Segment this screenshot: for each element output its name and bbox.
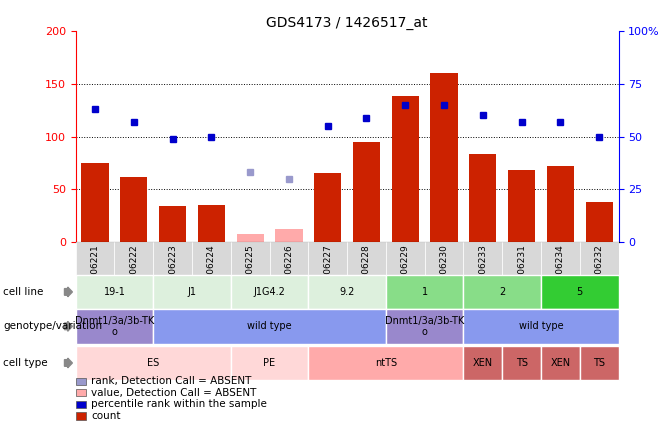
- Text: wild type: wild type: [247, 321, 292, 331]
- Text: ES: ES: [147, 358, 159, 368]
- Text: cell line: cell line: [3, 287, 43, 297]
- Text: rank, Detection Call = ABSENT: rank, Detection Call = ABSENT: [91, 377, 252, 386]
- Bar: [76, 242, 114, 311]
- Text: GSM506222: GSM506222: [130, 244, 138, 299]
- Text: GSM506229: GSM506229: [401, 244, 410, 299]
- Text: GSM506232: GSM506232: [595, 244, 603, 299]
- Bar: [508, 170, 535, 242]
- Bar: [469, 155, 496, 242]
- Text: GSM506230: GSM506230: [440, 244, 449, 299]
- Text: GSM506226: GSM506226: [284, 244, 293, 299]
- Text: GSM506224: GSM506224: [207, 244, 216, 299]
- Text: value, Detection Call = ABSENT: value, Detection Call = ABSENT: [91, 388, 257, 398]
- Text: count: count: [91, 411, 121, 421]
- Bar: [424, 242, 463, 311]
- Bar: [192, 242, 231, 311]
- Text: GSM506227: GSM506227: [323, 244, 332, 299]
- Bar: [502, 242, 541, 311]
- Text: 2: 2: [499, 287, 505, 297]
- Text: wild type: wild type: [519, 321, 563, 331]
- Text: XEN: XEN: [550, 358, 570, 368]
- Text: 9.2: 9.2: [340, 287, 355, 297]
- Text: ntTS: ntTS: [375, 358, 397, 368]
- Bar: [309, 242, 347, 311]
- Bar: [392, 96, 419, 242]
- Bar: [275, 229, 303, 242]
- Text: GSM506233: GSM506233: [478, 244, 488, 299]
- Text: GSM506234: GSM506234: [556, 244, 565, 299]
- Text: GSM506231: GSM506231: [517, 244, 526, 299]
- Bar: [153, 242, 192, 311]
- Text: 19-1: 19-1: [103, 287, 126, 297]
- Bar: [237, 234, 264, 242]
- Bar: [314, 174, 342, 242]
- Bar: [82, 163, 109, 242]
- Text: PE: PE: [263, 358, 276, 368]
- Bar: [120, 177, 147, 242]
- Text: GSM506223: GSM506223: [168, 244, 177, 299]
- Text: GSM506228: GSM506228: [362, 244, 371, 299]
- Bar: [541, 242, 580, 311]
- Text: Dnmt1/3a/3b-TK
o: Dnmt1/3a/3b-TK o: [385, 316, 465, 337]
- Text: GSM506225: GSM506225: [245, 244, 255, 299]
- Bar: [353, 142, 380, 242]
- Bar: [347, 242, 386, 311]
- Text: TS: TS: [593, 358, 605, 368]
- Text: genotype/variation: genotype/variation: [3, 321, 103, 331]
- Bar: [586, 202, 613, 242]
- Text: cell type: cell type: [3, 358, 48, 368]
- Bar: [159, 206, 186, 242]
- Text: 1: 1: [422, 287, 428, 297]
- Bar: [270, 242, 309, 311]
- Text: TS: TS: [516, 358, 528, 368]
- Bar: [198, 205, 225, 242]
- Text: 5: 5: [576, 287, 583, 297]
- Text: XEN: XEN: [472, 358, 493, 368]
- Bar: [231, 242, 270, 311]
- Text: percentile rank within the sample: percentile rank within the sample: [91, 400, 267, 409]
- Bar: [463, 242, 502, 311]
- Text: Dnmt1/3a/3b-TK
o: Dnmt1/3a/3b-TK o: [75, 316, 154, 337]
- Bar: [430, 73, 457, 242]
- Text: GSM506221: GSM506221: [91, 244, 99, 299]
- Bar: [580, 242, 619, 311]
- Bar: [547, 166, 574, 242]
- Bar: [386, 242, 424, 311]
- Text: J1: J1: [188, 287, 197, 297]
- Text: J1G4.2: J1G4.2: [253, 287, 286, 297]
- Title: GDS4173 / 1426517_at: GDS4173 / 1426517_at: [266, 16, 428, 30]
- Bar: [114, 242, 153, 311]
